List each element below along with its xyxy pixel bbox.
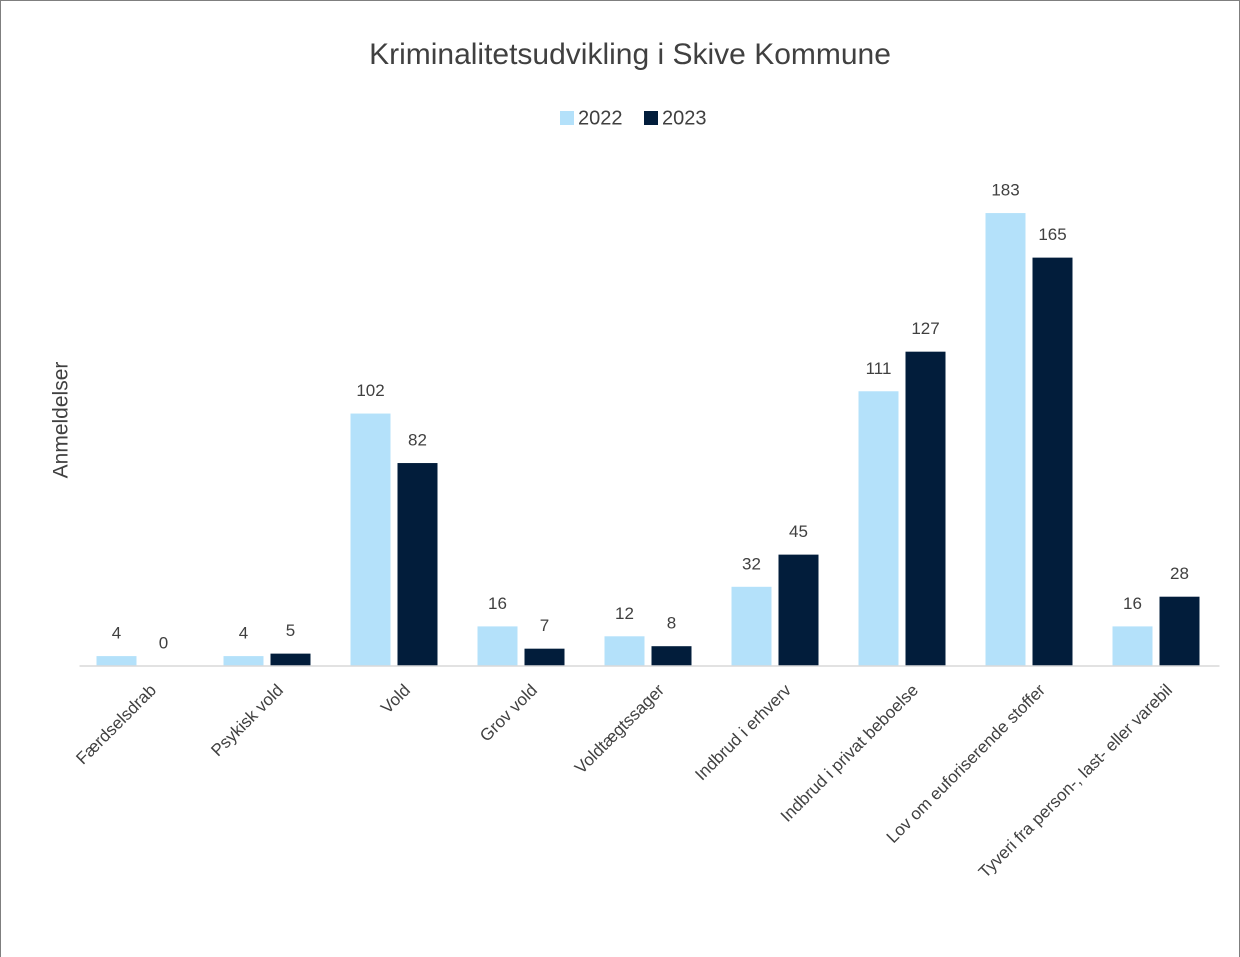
bar: [397, 463, 438, 666]
legend-label: 2023: [662, 107, 707, 129]
data-label: 0: [159, 633, 168, 652]
bar: [1112, 626, 1153, 666]
y-axis-title: Anmeldelser: [50, 362, 73, 479]
bar: [477, 626, 518, 666]
data-label: 165: [1038, 225, 1066, 244]
data-label: 127: [911, 319, 939, 338]
data-label: 111: [866, 359, 892, 378]
data-label: 5: [286, 621, 295, 640]
legend-label: 2022: [578, 107, 623, 129]
bar: [651, 646, 692, 666]
data-label: 32: [742, 554, 761, 573]
bar: [858, 391, 899, 666]
bar: [604, 636, 645, 666]
bar: [524, 648, 565, 666]
bar: [1159, 596, 1200, 666]
data-label: 7: [540, 616, 549, 635]
data-label: 28: [1170, 564, 1189, 583]
bar: [905, 351, 946, 666]
data-label: 45: [789, 522, 808, 541]
bar: [778, 554, 819, 666]
legend-swatch: [560, 111, 574, 125]
data-label: 102: [356, 381, 384, 400]
data-label: 4: [239, 624, 248, 643]
data-label: 82: [408, 431, 427, 450]
data-label: 183: [991, 181, 1019, 200]
bar: [96, 656, 137, 666]
data-label: 12: [615, 604, 634, 623]
chart-title: Kriminalitetsudvikling i Skive Kommune: [369, 38, 891, 71]
bar: [731, 586, 772, 666]
bar: [350, 413, 391, 666]
legend-swatch: [644, 111, 658, 125]
bar: [985, 213, 1026, 666]
data-label: 4: [112, 624, 121, 643]
bar: [223, 656, 264, 666]
data-label: 8: [667, 614, 676, 633]
bar: [270, 653, 311, 666]
data-label: 16: [1123, 594, 1142, 613]
data-label: 16: [488, 594, 507, 613]
bar: [1032, 257, 1073, 666]
